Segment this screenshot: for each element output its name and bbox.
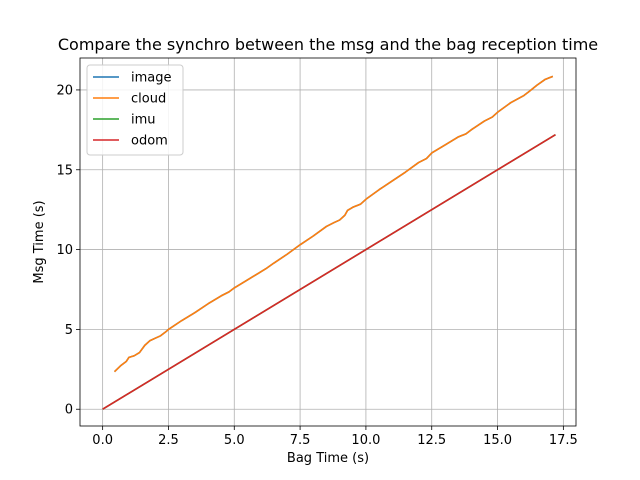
legend: image cloud imu odom: [86, 64, 184, 156]
chart-title: Compare the synchro between the msg and …: [58, 35, 598, 54]
x-tick-label: 7.5: [290, 433, 311, 448]
legend-label-image: image: [131, 71, 172, 86]
y-tick-label: 10: [56, 243, 73, 258]
legend-label-imu: imu: [131, 113, 156, 128]
x-axis-label: Bag Time (s): [287, 451, 369, 466]
x-tick-label: 5.0: [224, 433, 245, 448]
y-tick-label: 5: [65, 323, 73, 338]
y-tick-label: 15: [56, 163, 73, 178]
x-tick-label: 10.0: [351, 433, 380, 448]
plot-lines: [102, 75, 556, 410]
x-tick-label: 17.5: [549, 433, 578, 448]
x-tick-label: 2.5: [158, 433, 179, 448]
series-line-cloud: [113, 75, 554, 373]
grid: [80, 58, 576, 426]
x-tick-label: 12.5: [417, 433, 446, 448]
x-tick-label: 15.0: [483, 433, 512, 448]
y-axis-label: Msg Time (s): [32, 200, 47, 283]
x-tick-label: 0.0: [92, 433, 113, 448]
legend-label-cloud: cloud: [131, 92, 166, 107]
axes-frame: [79, 57, 577, 427]
y-tick-label: 0: [65, 403, 73, 418]
legend-label-odom: odom: [131, 134, 168, 149]
ticks: 0.0 2.5 5.0 7.5 10.0 12.5 15.0 17.5 0 5 10 15 20: [56, 83, 577, 448]
series-line-odom: [102, 133, 556, 410]
legend-box: [86, 64, 184, 156]
y-tick-label: 20: [56, 83, 73, 98]
